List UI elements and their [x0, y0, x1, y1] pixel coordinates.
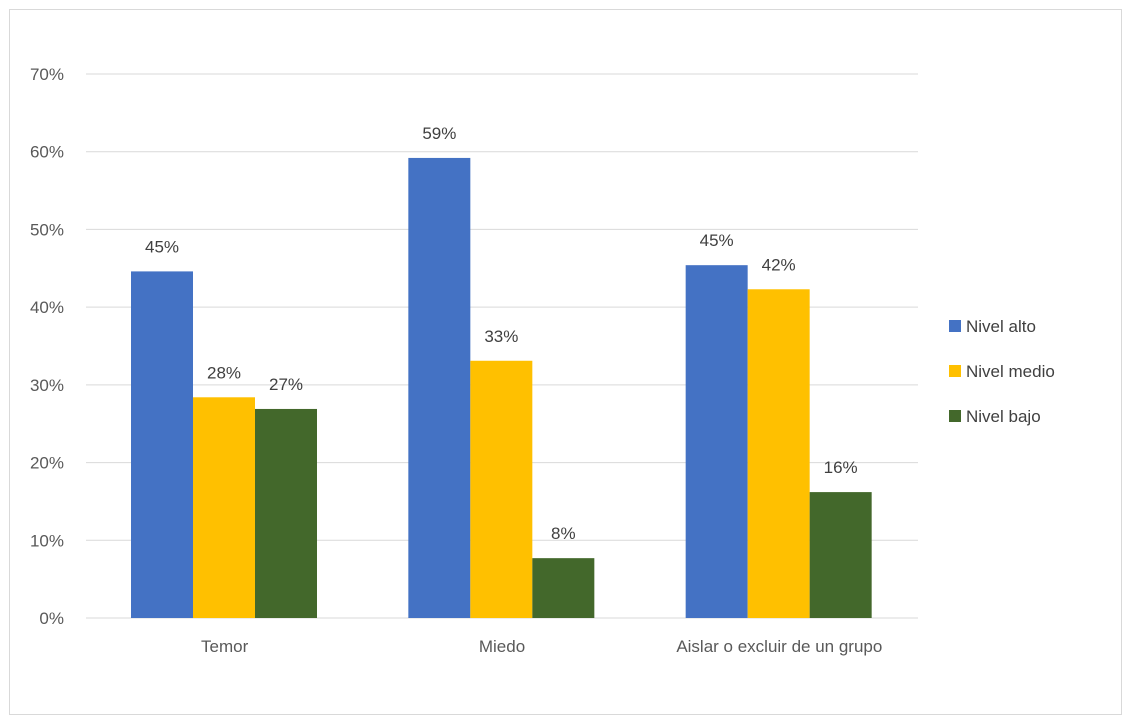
data-label: 8% — [551, 524, 576, 543]
y-axis-tick-labels: 0% 10% 20% 30% 40% 50% 60% 70% — [30, 65, 64, 628]
bar-nivel-bajo — [255, 408, 317, 618]
x-category-label: Temor — [201, 637, 249, 656]
y-tick-label: 20% — [30, 454, 64, 473]
data-label: 59% — [422, 124, 456, 143]
data-label: 27% — [269, 375, 303, 394]
bar-nivel-alto — [408, 157, 471, 618]
y-tick-label: 0% — [39, 609, 64, 628]
bar-nivel-medio — [470, 360, 533, 618]
data-label: 28% — [207, 363, 241, 382]
y-tick-label: 70% — [30, 65, 64, 84]
bar-nivel-alto — [131, 271, 193, 618]
legend-swatch-nivel-bajo — [949, 410, 961, 422]
legend: Nivel alto Nivel medio Nivel bajo — [949, 317, 1055, 426]
data-label: 45% — [145, 237, 179, 256]
legend-swatch-nivel-medio — [949, 365, 961, 377]
data-label: 45% — [700, 231, 734, 250]
legend-label: Nivel medio — [966, 362, 1055, 381]
y-tick-label: 40% — [30, 298, 64, 317]
legend-label: Nivel bajo — [966, 407, 1041, 426]
y-tick-label: 60% — [30, 143, 64, 162]
legend-swatch-nivel-alto — [949, 320, 961, 332]
data-label: 42% — [762, 255, 796, 274]
data-labels: 45% 28% 27% 59% 33% 8% 45% 42% 16% — [145, 124, 858, 543]
bar-nivel-bajo — [532, 558, 595, 618]
y-tick-label: 50% — [30, 220, 64, 239]
bar-nivel-medio — [193, 397, 255, 618]
legend-label: Nivel alto — [966, 317, 1036, 336]
bars — [131, 157, 872, 618]
bar-nivel-medio — [747, 289, 810, 618]
bar-nivel-bajo — [809, 492, 872, 618]
x-category-label: Aislar o excluir de un grupo — [676, 637, 882, 656]
data-label: 16% — [824, 458, 858, 477]
y-tick-label: 30% — [30, 376, 64, 395]
data-label: 33% — [484, 327, 518, 346]
x-category-label: Miedo — [479, 637, 525, 656]
x-axis-category-labels: Temor Miedo Aislar o excluir de un grupo — [201, 637, 882, 656]
bar-nivel-alto — [685, 265, 748, 618]
y-tick-label: 10% — [30, 531, 64, 550]
